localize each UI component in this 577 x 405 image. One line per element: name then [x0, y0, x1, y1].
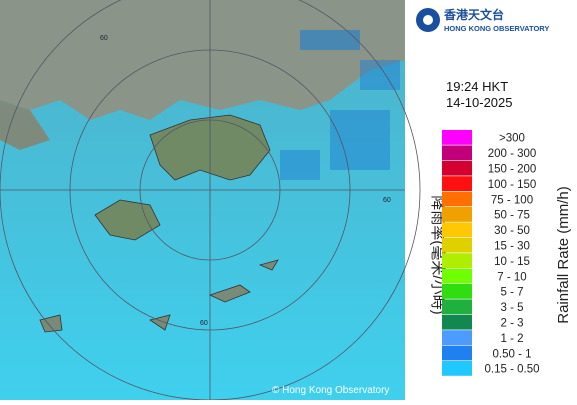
date: 14-10-2025: [446, 95, 513, 110]
land: [0, 100, 50, 150]
legend-swatch: [442, 191, 472, 207]
legend-title-english: Rainfall Rate (mm/h): [555, 186, 572, 324]
logo: [423, 15, 433, 25]
lantau-island: [94, 199, 161, 241]
legend-label: 200 - 300: [488, 148, 537, 160]
ring-label: 60: [200, 320, 208, 327]
legend-swatch: [442, 314, 472, 330]
ring-label: 60: [100, 35, 108, 42]
legend-label: 100 - 150: [488, 179, 537, 191]
rain-echoes: [280, 30, 400, 180]
time: 19:24 HKT: [446, 79, 508, 94]
legend-label: 3 - 5: [500, 302, 523, 314]
legend-label: 15 - 30: [494, 241, 530, 253]
copyright: © Hong Kong Observatory: [272, 385, 389, 396]
islands: [39, 259, 279, 333]
legend-label: 7 - 10: [497, 271, 526, 283]
legend-label: 150 - 200: [488, 164, 537, 176]
legend-swatch: [442, 160, 472, 176]
legend-label: 10 - 15: [494, 256, 530, 268]
org-chinese: 香港天文台: [443, 7, 504, 22]
legend-swatch: [442, 237, 472, 253]
legend-label: 75 - 100: [491, 194, 533, 206]
legend-swatch: [442, 268, 472, 284]
legend-label: 1 - 2: [500, 333, 523, 345]
legend-swatch: [442, 330, 472, 345]
legend-swatch: [442, 284, 472, 299]
legend-swatch: [442, 130, 472, 145]
legend-swatch: [442, 345, 472, 361]
legend-swatch: [442, 176, 472, 191]
legend-swatch: [442, 145, 472, 161]
org-english: HONG KONG OBSERVATORY: [444, 24, 549, 33]
legend-swatch: [442, 253, 472, 268]
legend-swatch: [442, 361, 472, 376]
ring-label: 60: [383, 197, 391, 204]
legend-label: 30 - 50: [494, 225, 530, 237]
legend-label: 5 - 7: [500, 287, 523, 299]
legend-label: 2 - 3: [500, 318, 523, 330]
legend-label: 50 - 75: [494, 210, 530, 222]
legend-swatch: [442, 207, 472, 222]
legend-label: 0.15 - 0.50: [485, 364, 540, 376]
legend-swatch: [442, 299, 472, 315]
legend-label: >300: [499, 133, 525, 145]
legend-swatch: [442, 222, 472, 238]
legend-label: 0.50 - 1: [493, 348, 532, 360]
